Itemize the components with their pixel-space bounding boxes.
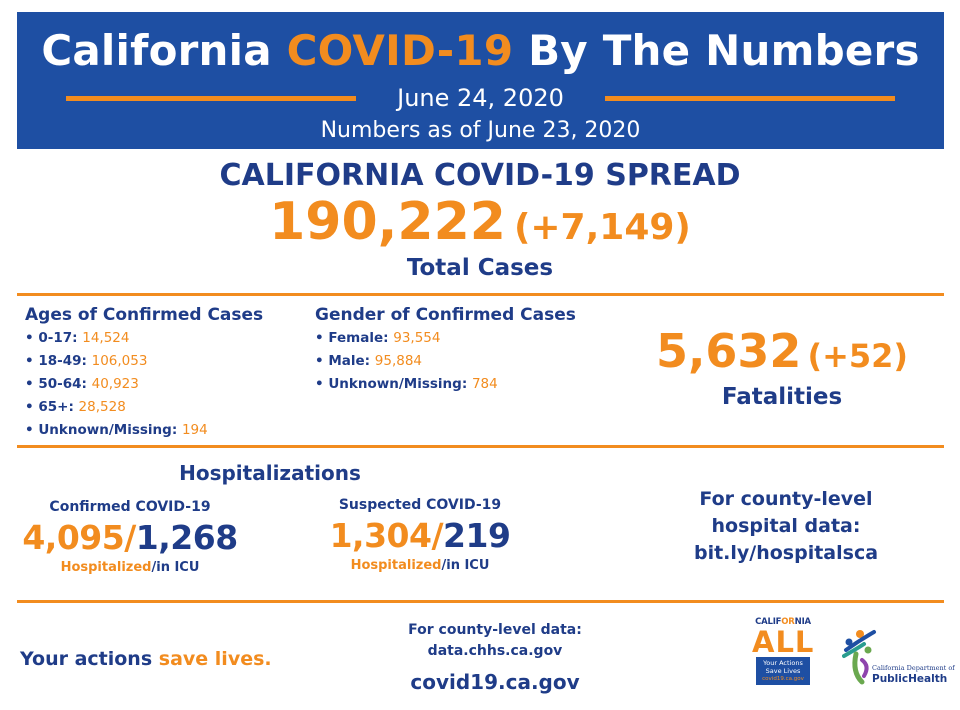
- confirmed-hospitalized-value: 4,095: [22, 518, 125, 557]
- total-cases-delta: (+7,149): [513, 207, 691, 248]
- fatalities-delta: (+52): [807, 337, 909, 375]
- hospital-data-link[interactable]: bit.ly/hospitalsca: [693, 542, 879, 564]
- suspected-numbers: 1,304/219: [329, 516, 511, 555]
- total-cases-label: Total Cases: [406, 255, 554, 281]
- title-part1: California: [41, 26, 272, 75]
- list-item: • Unknown/Missing: 784: [315, 376, 498, 392]
- header-banner: California COVID-19 By The Numbers June …: [17, 12, 944, 149]
- fatalities-number: 5,632 (+52): [640, 324, 924, 378]
- total-cases-value: 190,222: [269, 192, 506, 252]
- divider-3: [17, 600, 944, 603]
- report-date: June 24, 2020: [397, 84, 564, 112]
- website-link[interactable]: covid19.ca.gov: [410, 670, 580, 694]
- ages-title: Ages of Confirmed Cases: [25, 305, 264, 325]
- header-divider-right: [605, 96, 895, 101]
- list-item: • 50-64: 40,923: [25, 376, 139, 392]
- total-cases-number: 190,222 (+7,149): [0, 192, 960, 252]
- confirmed-icu-value: 1,268: [135, 518, 238, 557]
- confirmed-numbers: 4,095/1,268: [22, 518, 238, 557]
- public-health-logo: California Department of PublicHealth: [842, 620, 955, 700]
- list-item: • 0-17: 14,524: [25, 330, 130, 346]
- suspected-hospitalizations: Suspected COVID-19 1,304/219 Hospitalize…: [305, 495, 535, 575]
- list-item: • Female: 93,554: [315, 330, 441, 346]
- title-part2: By The Numbers: [528, 26, 920, 75]
- page-title: California COVID-19 By The Numbers: [17, 26, 944, 75]
- gender-title: Gender of Confirmed Cases: [315, 305, 576, 325]
- divider-2: [17, 445, 944, 448]
- suspected-hospitalized-value: 1,304: [329, 516, 432, 555]
- suspected-legend: Hospitalized/in ICU: [350, 558, 490, 573]
- county-hospital-info: For county-level hospital data: bit.ly/h…: [660, 486, 912, 567]
- fatalities-value: 5,632: [655, 324, 802, 378]
- list-item: • Male: 95,884: [315, 353, 423, 369]
- hospitalizations-title: Hospitalizations: [179, 461, 361, 485]
- county-data-info: For county-level data: data.chhs.ca.gov: [380, 620, 610, 662]
- california-all-logo: CALIFORNIA ALL Your Actions Save Lives c…: [752, 617, 814, 699]
- list-item: • 18-49: 106,053: [25, 353, 148, 369]
- suspected-subtitle: Suspected COVID-19: [338, 497, 502, 513]
- numbers-as-of: Numbers as of June 23, 2020: [320, 118, 641, 143]
- divider-1: [17, 293, 944, 296]
- public-health-emblem-icon: [842, 630, 876, 685]
- confirmed-subtitle: Confirmed COVID-19: [49, 499, 211, 515]
- suspected-icu-value: 219: [443, 516, 511, 555]
- confirmed-legend: Hospitalized/in ICU: [60, 560, 200, 575]
- fatalities-label: Fatalities: [721, 384, 843, 410]
- list-item: • 65+: 28,528: [25, 399, 126, 415]
- title-highlight: COVID-19: [286, 26, 514, 75]
- header-divider-left: [66, 96, 356, 101]
- county-data-link[interactable]: data.chhs.ca.gov: [427, 643, 563, 659]
- confirmed-hospitalizations: Confirmed COVID-19 4,095/1,268 Hospitali…: [10, 497, 250, 577]
- spread-title: CALIFORNIA COVID-19 SPREAD: [219, 158, 741, 193]
- actions-tagline: Your actions save lives.: [20, 648, 272, 670]
- gender-list: • Female: 93,554 • Male: 95,884 • Unknow…: [315, 327, 498, 396]
- list-item: • Unknown/Missing: 194: [25, 422, 208, 438]
- ages-list: • 0-17: 14,524 • 18-49: 106,053 • 50-64:…: [25, 327, 208, 442]
